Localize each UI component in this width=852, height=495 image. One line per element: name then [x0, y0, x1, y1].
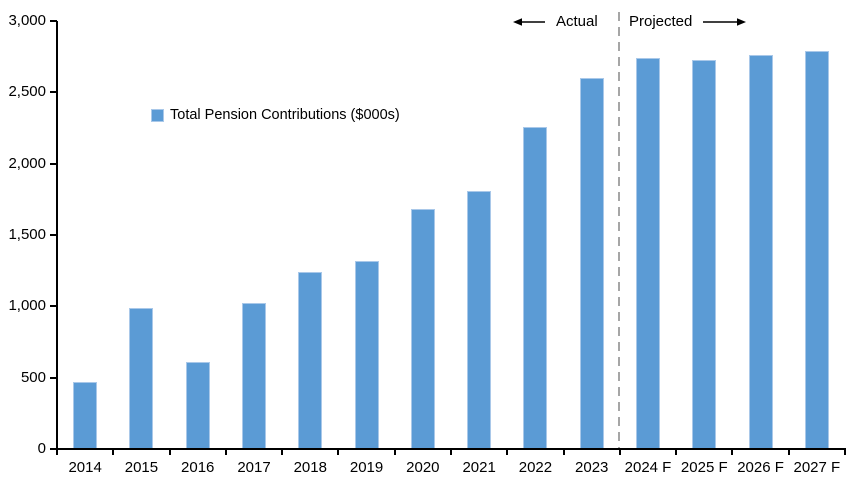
x-axis-tick — [393, 450, 396, 455]
x-tick-label-2022: 2022 — [518, 459, 553, 476]
x-axis-tick — [168, 450, 171, 455]
y-axis-line — [56, 21, 58, 450]
bar-2017 — [242, 303, 266, 449]
y-tick-label-1,000: 1,000 — [8, 297, 46, 315]
actual-label: Actual — [556, 13, 598, 30]
y-axis-tick — [50, 448, 57, 450]
x-axis-tick — [675, 450, 678, 455]
bar-2022 — [523, 126, 548, 449]
bar-2018 — [298, 272, 323, 449]
y-tick-label-2,000: 2,000 — [8, 154, 46, 172]
x-axis-tick — [562, 450, 565, 455]
x-axis-tick — [224, 450, 227, 455]
x-tick-label-2019: 2019 — [349, 459, 384, 476]
projected-label: Projected — [629, 13, 693, 30]
x-tick-label-2020: 2020 — [406, 459, 440, 476]
x-axis-tick — [450, 450, 452, 455]
x-axis-tick — [506, 450, 509, 455]
x-axis-tick — [337, 450, 340, 455]
x-axis-tick — [618, 450, 621, 455]
bar-2015 — [129, 307, 154, 449]
legend: Total Pension Contributions ($000s) — [151, 108, 400, 123]
x-tick-label-2016: 2016 — [181, 459, 215, 476]
bar-2027 F — [804, 50, 829, 449]
y-tick-label-500: 500 — [20, 368, 46, 386]
x-axis-line — [56, 448, 846, 450]
x-axis-tick — [56, 450, 58, 455]
bar-2026 F — [748, 55, 773, 449]
x-tick-label-2025 F: 2025 F — [680, 459, 728, 476]
x-axis-tick — [844, 450, 846, 455]
x-tick-label-2018: 2018 — [293, 459, 327, 476]
x-tick-label-2023: 2023 — [575, 459, 609, 476]
x-axis-tick — [731, 450, 734, 455]
x-axis-tick — [787, 450, 790, 455]
x-axis-tick — [112, 450, 115, 455]
y-axis-tick — [50, 376, 57, 379]
y-axis-tick — [50, 91, 57, 94]
bar-2023 — [579, 78, 604, 449]
x-tick-label-2017: 2017 — [237, 459, 271, 476]
y-tick-label-0: 0 — [37, 440, 46, 457]
x-tick-label-2014: 2014 — [68, 459, 102, 476]
legend-label: Total Pension Contributions ($000s) — [170, 107, 400, 123]
x-tick-label-2024 F: 2024 F — [624, 459, 672, 476]
x-tick-label-2026 F: 2026 F — [737, 459, 784, 476]
right-arrow-icon — [703, 18, 746, 26]
x-tick-label-2027 F: 2027 F — [793, 459, 841, 476]
bar-2024 F — [636, 58, 660, 449]
x-axis-tick — [281, 450, 284, 455]
bar-2014 — [73, 381, 98, 449]
bar-2025 F — [692, 59, 717, 449]
y-axis-tick — [50, 162, 57, 165]
bar-2016 — [185, 361, 210, 449]
legend-marker — [151, 109, 164, 122]
y-tick-label-1,500: 1,500 — [8, 226, 46, 243]
left-arrow-icon — [513, 18, 545, 26]
y-tick-label-3,000: 3,000 — [8, 12, 46, 29]
y-axis-tick — [50, 20, 57, 22]
y-axis-tick — [50, 305, 57, 308]
y-axis-tick — [50, 234, 57, 236]
bar-2020 — [410, 209, 435, 449]
actual-projected-divider — [617, 12, 620, 450]
x-tick-label-2015: 2015 — [124, 459, 159, 476]
y-tick-label-2,500: 2,500 — [8, 83, 46, 101]
x-tick-label-2021: 2021 — [462, 459, 496, 476]
bar-2019 — [354, 260, 379, 449]
bar-2021 — [467, 190, 492, 449]
